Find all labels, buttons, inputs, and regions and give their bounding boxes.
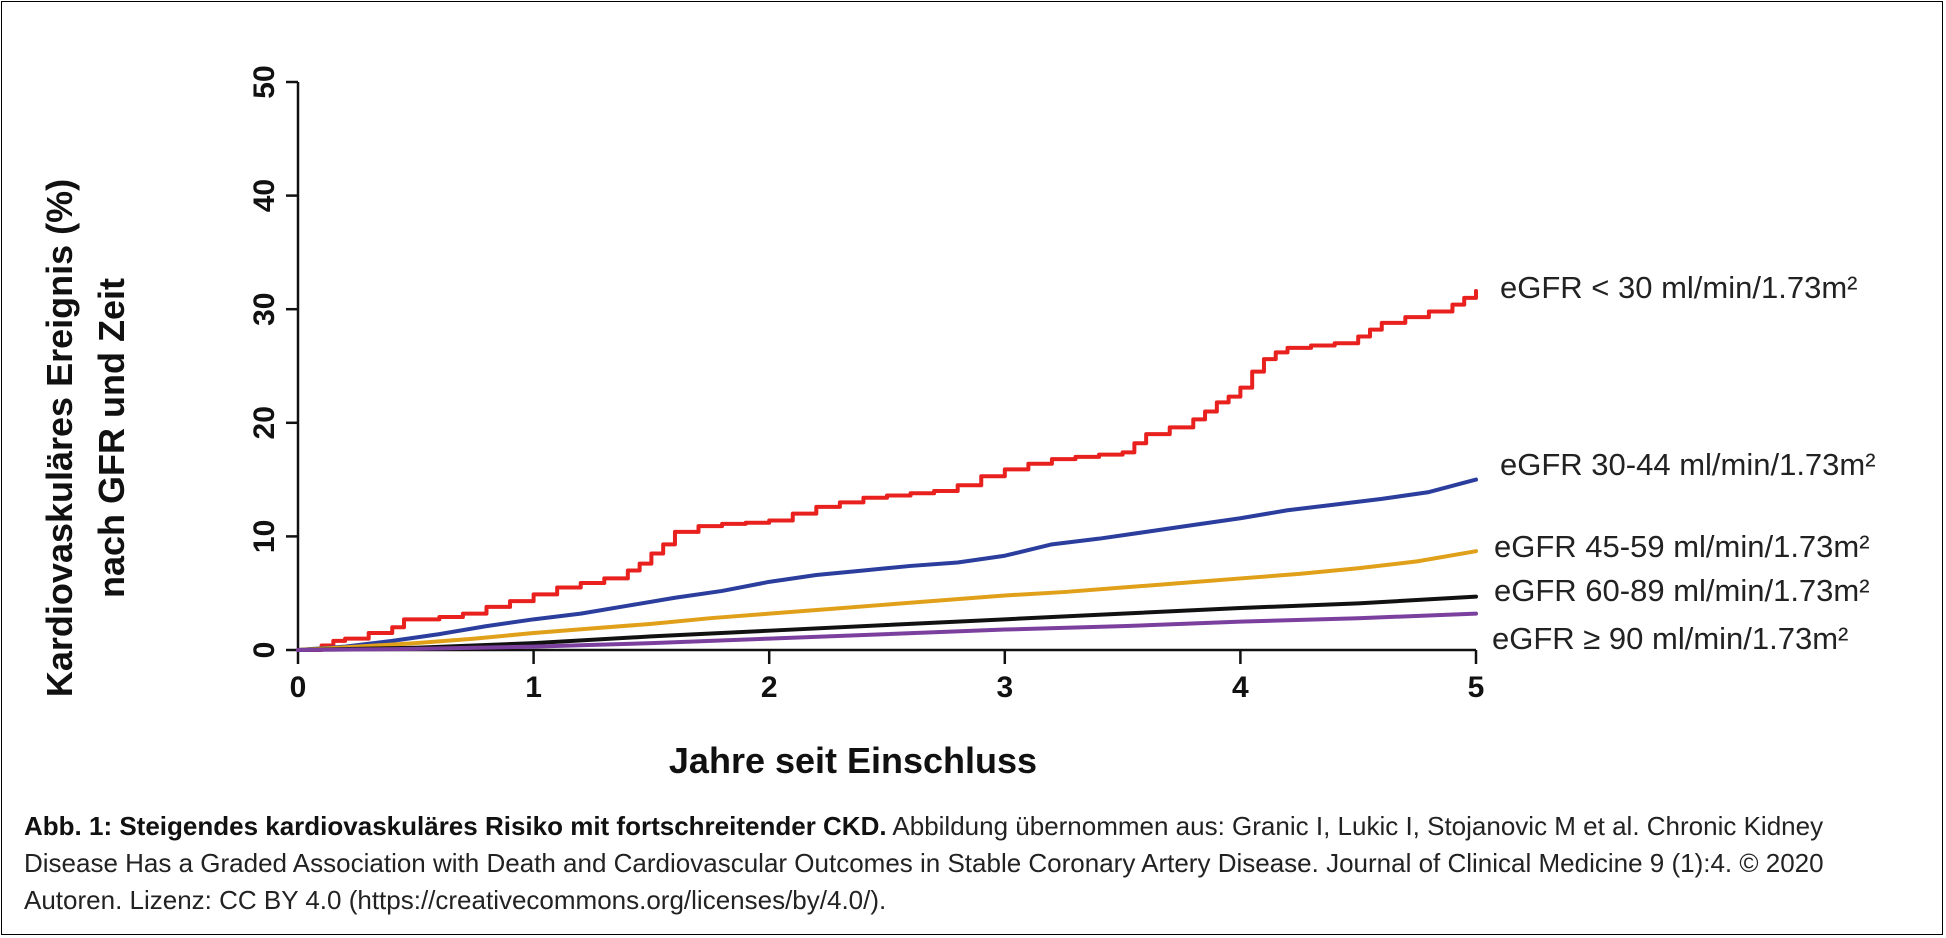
- figure-caption: Abb. 1: Steigendes kardiovaskuläres Risi…: [24, 808, 1922, 919]
- series-line: [296, 289, 1478, 652]
- y-axis-title-line-2: nach GFR und Zeit: [91, 278, 132, 598]
- series-line: [296, 611, 1478, 652]
- legend-label: eGFR ≥ 90 ml/min/1.73m²: [1492, 621, 1848, 656]
- y-tick-label: 20: [248, 406, 281, 439]
- chart-legend-labels: eGFR < 30 ml/min/1.73m² eGFR 30-44 ml/min…: [1492, 270, 1876, 656]
- y-tick-label: 30: [248, 293, 281, 326]
- caption-text: Abbildung übernommen aus: Granic I, Luki…: [24, 811, 1824, 915]
- legend-label: eGFR < 30 ml/min/1.73m²: [1500, 270, 1857, 305]
- x-axis-title: Jahre seit Einschluss: [669, 740, 1037, 781]
- y-tick-label: 10: [248, 520, 281, 553]
- y-axis-title: Kardiovaskuläres Ereignis (%) nach GFR u…: [39, 179, 132, 697]
- legend-label: eGFR 45-59 ml/min/1.73m²: [1494, 529, 1870, 564]
- legend-label: eGFR 30-44 ml/min/1.73m²: [1500, 447, 1876, 482]
- x-tick-label: 1: [525, 671, 542, 704]
- y-axis-title-line-1: Kardiovaskuläres Ereignis (%): [39, 179, 80, 697]
- series-line: [296, 594, 1478, 652]
- x-tick-label: 5: [1468, 671, 1485, 704]
- caption-title: Abb. 1: Steigendes kardiovaskuläres Risi…: [24, 811, 887, 841]
- legend-label: eGFR 60-89 ml/min/1.73m²: [1494, 573, 1870, 608]
- y-tick-label: 0: [248, 642, 281, 659]
- chart-series-lines: [296, 289, 1478, 652]
- series-line: [296, 477, 1478, 652]
- x-tick-label: 0: [290, 671, 307, 704]
- x-tick-label: 2: [761, 671, 778, 704]
- y-tick-label: 40: [248, 179, 281, 212]
- x-tick-label: 4: [1232, 671, 1249, 704]
- y-tick-label: 50: [248, 65, 281, 98]
- series-line: [296, 549, 1478, 652]
- x-tick-label: 3: [996, 671, 1013, 704]
